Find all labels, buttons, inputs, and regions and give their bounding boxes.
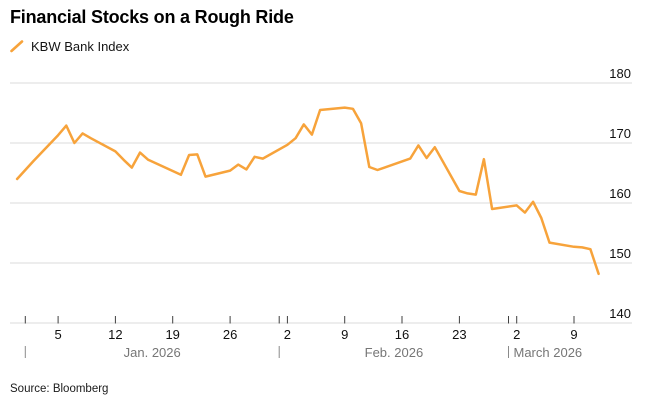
line-series-marker-icon [10, 40, 24, 53]
x-axis-tick-label: 26 [223, 327, 237, 342]
y-axis-tick-label: 140 [609, 306, 631, 321]
chart-title: Financial Stocks on a Rough Ride [10, 7, 294, 27]
source-note: Source: Bloomberg [10, 383, 109, 395]
x-axis-tick-label: 9 [341, 327, 348, 342]
kbw-bank-index-line [15, 106, 600, 276]
y-axis-tick-label: 160 [609, 186, 631, 201]
legend-series-label: KBW Bank Index [31, 39, 130, 54]
x-axis-tick-label: 2 [284, 327, 291, 342]
x-axis-tick-label: 19 [165, 327, 179, 342]
month-label: March 2026 [514, 345, 583, 360]
y-axis-tick-label: 150 [609, 246, 631, 261]
month-label: Feb. 2026 [365, 345, 424, 360]
x-axis-tick-label: 2 [513, 327, 520, 342]
x-axis-tick-label: 5 [54, 327, 61, 342]
legend: KBW Bank Index [10, 39, 129, 54]
x-axis-tick-label: 12 [108, 327, 122, 342]
x-axis-tick-label: 23 [452, 327, 466, 342]
y-axis-tick-label: 180 [609, 66, 631, 81]
y-axis-tick-label: 170 [609, 126, 631, 141]
x-axis-tick-label: 9 [570, 327, 577, 342]
month-label: Jan. 2026 [124, 345, 181, 360]
x-axis-tick-label: 16 [395, 327, 409, 342]
